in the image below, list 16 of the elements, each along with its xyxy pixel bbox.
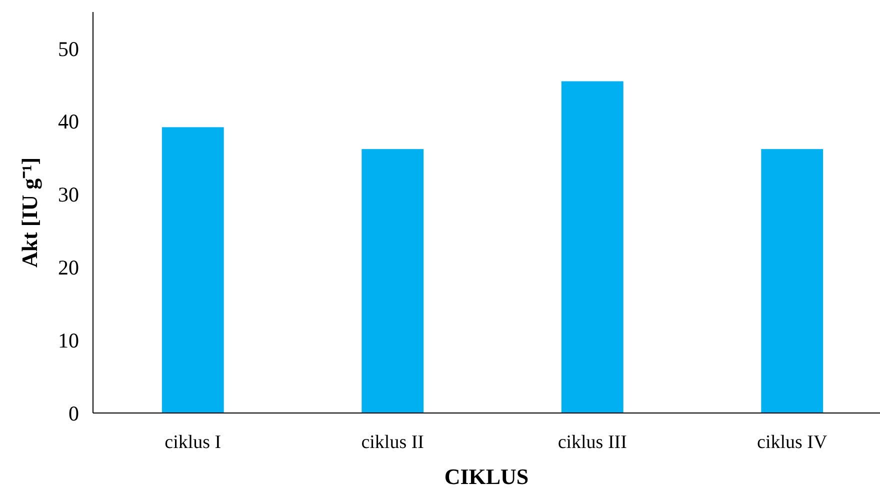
x-tick-label: ciklus II xyxy=(361,432,424,453)
bar xyxy=(761,149,824,413)
bar xyxy=(362,149,424,413)
x-tick-label: ciklus IV xyxy=(757,432,828,453)
x-axis-title: CIKLUS xyxy=(444,464,529,489)
y-tick-label: 10 xyxy=(58,328,79,352)
x-tick-label: ciklus I xyxy=(164,432,222,453)
y-axis-title: Akt [IU g⁻¹] xyxy=(17,157,42,268)
y-tick-label: 50 xyxy=(58,36,79,61)
y-tick-label: 40 xyxy=(58,110,79,134)
bar xyxy=(162,127,224,413)
y-tick-label: 30 xyxy=(58,182,79,207)
bar xyxy=(561,81,624,413)
x-tick-label: ciklus III xyxy=(558,432,627,453)
y-tick-label: 0 xyxy=(68,401,79,426)
y-tick-label: 20 xyxy=(58,256,79,280)
